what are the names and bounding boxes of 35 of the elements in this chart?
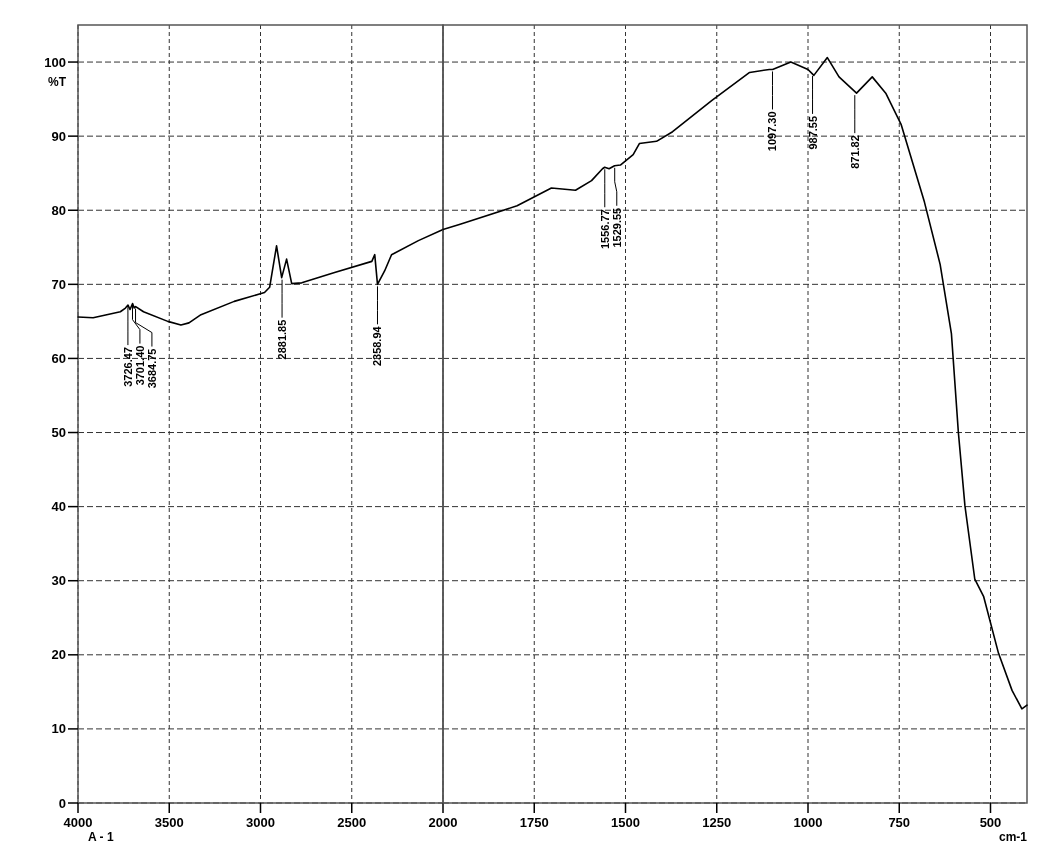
y-tick-label: 50	[51, 425, 66, 441]
annotation: 1097.30	[766, 111, 779, 152]
y-tick-label: 80	[51, 202, 66, 218]
x-tick-label: 2000	[428, 815, 458, 830]
x-tick-label: 500	[979, 815, 1002, 830]
y-tick-label: 60	[51, 350, 66, 366]
x-tick-label: 1500	[611, 815, 640, 830]
x-tick-label: 750	[888, 815, 911, 830]
text: A - 1	[88, 830, 114, 844]
y-tick-label: 10	[51, 721, 66, 737]
y-tick-label: 20	[51, 647, 66, 663]
annotation: 1556.77	[598, 209, 611, 250]
x-tick-label: 4000	[63, 815, 93, 830]
annotation: 987.55	[806, 115, 819, 150]
annotation: 3701.40	[133, 345, 146, 386]
annotation: 3726.47	[121, 347, 134, 387]
y-tick-label: 30	[51, 573, 66, 589]
y-tick-label: 100	[44, 54, 66, 70]
x-axis-title: cm-1	[998, 830, 1028, 844]
x-tick-label: 1000	[793, 815, 823, 830]
x-tick-label: 1750	[519, 815, 549, 830]
x-tick-label: 1250	[702, 815, 732, 830]
x-tick-label: 3000	[246, 815, 275, 830]
annotation: 1529.55	[610, 207, 623, 248]
annotation: 2358.94	[371, 325, 384, 367]
annotation: 871.82	[848, 135, 861, 169]
y-axis-title: %T	[48, 75, 67, 90]
y-tick-label: 40	[51, 499, 66, 515]
y-tick-label: 0	[58, 795, 66, 811]
annotation: 2881.85	[276, 319, 289, 360]
y-tick-label: 90	[51, 128, 66, 144]
x-tick-label: 2500	[337, 815, 367, 830]
y-tick-label: 70	[51, 276, 66, 292]
x-tick-label: 3500	[154, 815, 184, 830]
annotation: 3684.75	[145, 348, 158, 389]
